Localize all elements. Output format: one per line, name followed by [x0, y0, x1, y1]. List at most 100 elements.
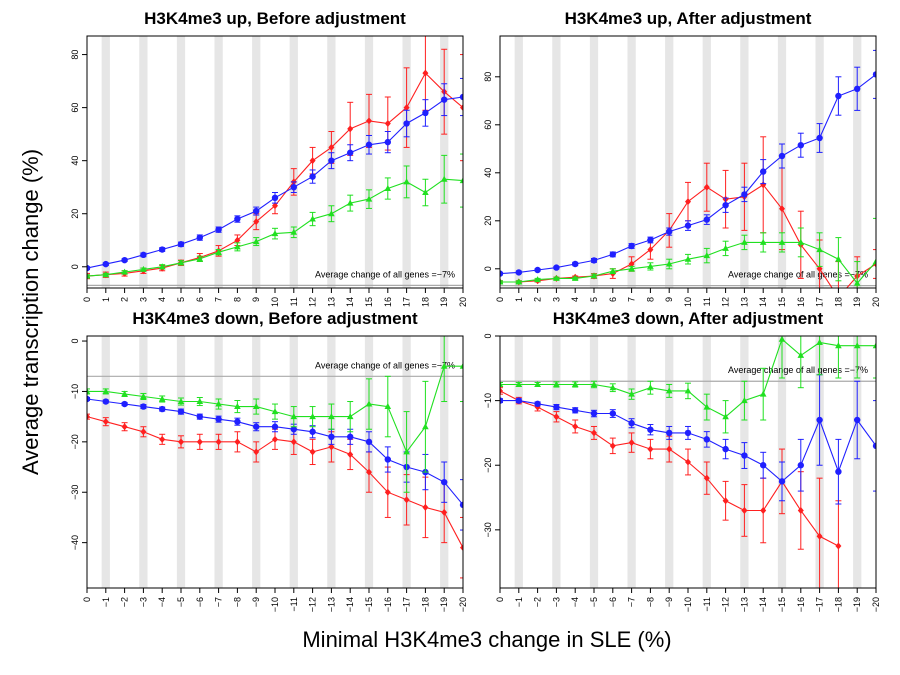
x-tick-label: −9 — [251, 597, 261, 607]
grid-band — [101, 336, 110, 588]
data-point — [234, 243, 241, 250]
x-tick-label: 5 — [589, 297, 599, 302]
data-point — [121, 256, 128, 264]
data-point — [365, 438, 373, 446]
y-tick-label: 0 — [70, 339, 80, 344]
plot-area — [500, 336, 876, 588]
x-tick-label: 3 — [138, 297, 148, 302]
data-point — [347, 125, 354, 133]
data-point — [647, 426, 654, 433]
data-point — [628, 420, 635, 427]
data-point — [403, 178, 410, 185]
x-tick-label: −10 — [270, 597, 280, 612]
x-tick-label: −18 — [833, 597, 843, 612]
x-tick-label: −5 — [176, 597, 186, 607]
data-point — [647, 445, 654, 453]
data-point — [290, 228, 298, 235]
data-point — [158, 263, 166, 270]
data-point — [665, 260, 673, 267]
data-point — [816, 246, 823, 253]
reference-annotation: Average change of all genes =−7% — [315, 269, 455, 279]
data-point — [271, 423, 279, 430]
x-tick-label: −19 — [852, 597, 862, 612]
data-point — [685, 198, 691, 206]
data-point — [647, 246, 654, 254]
data-point — [366, 117, 372, 125]
data-point — [196, 234, 203, 241]
x-tick-label: −7 — [214, 597, 224, 607]
data-point — [102, 260, 110, 268]
data-point — [290, 426, 297, 433]
data-point — [440, 362, 448, 369]
data-point — [87, 387, 91, 394]
x-tick-label: 20 — [871, 297, 881, 307]
x-tick-label: 17 — [815, 297, 825, 307]
data-point — [703, 183, 710, 191]
data-point — [722, 497, 729, 505]
data-point — [515, 380, 523, 387]
data-point — [797, 351, 805, 358]
data-point — [102, 398, 110, 405]
grid-band — [740, 36, 749, 288]
data-point — [853, 279, 861, 286]
x-tick-label: 1 — [514, 297, 524, 302]
grid-band — [139, 36, 148, 288]
x-tick-label: 14 — [345, 297, 355, 307]
data-point — [384, 456, 391, 463]
data-point — [140, 428, 147, 436]
data-point — [422, 503, 429, 511]
x-tick-label: −4 — [157, 597, 167, 607]
grid-band — [252, 36, 261, 288]
data-point — [215, 438, 222, 446]
data-point — [628, 390, 635, 397]
data-point — [403, 104, 410, 112]
data-point — [441, 478, 448, 486]
data-point — [500, 278, 504, 285]
x-tick-label: 0 — [82, 597, 92, 602]
data-point — [441, 508, 448, 516]
x-tick-label: 16 — [383, 297, 393, 307]
data-point — [534, 276, 541, 283]
data-point — [500, 270, 504, 277]
data-point — [778, 238, 786, 245]
data-point — [384, 488, 391, 496]
x-axis-title: Minimal H3K4me3 change in SLE (%) — [302, 627, 671, 652]
data-point — [215, 248, 222, 255]
y-tick-label: 60 — [483, 120, 493, 130]
data-point — [741, 238, 748, 245]
data-point — [272, 435, 278, 443]
data-point — [534, 400, 541, 408]
data-point — [534, 380, 541, 387]
data-point — [609, 442, 616, 450]
data-point — [816, 416, 823, 424]
data-point — [703, 403, 711, 410]
x-tick-label: 0 — [82, 297, 92, 302]
y-tick-label: 20 — [70, 209, 80, 219]
x-tick-label: 11 — [702, 297, 712, 306]
grid-band — [176, 36, 186, 288]
x-tick-label: −11 — [702, 597, 712, 612]
x-tick-label: −15 — [364, 597, 374, 612]
grid-band — [815, 36, 824, 288]
x-tick-label: −11 — [289, 597, 299, 612]
data-point — [741, 452, 748, 459]
data-point — [835, 92, 842, 100]
grid-band — [853, 36, 862, 288]
grid-band — [176, 336, 186, 588]
data-point — [684, 255, 692, 262]
data-point — [628, 265, 635, 272]
x-tick-label: 11 — [289, 297, 299, 306]
data-point — [778, 336, 786, 342]
x-tick-label: 12 — [721, 297, 731, 307]
x-tick-label: 9 — [664, 297, 674, 302]
data-point — [665, 387, 673, 394]
data-point — [309, 157, 316, 165]
data-point — [571, 274, 579, 281]
data-point — [797, 506, 804, 514]
data-point — [271, 230, 279, 237]
x-tick-label: 0 — [495, 597, 505, 602]
x-tick-label: −6 — [608, 597, 618, 607]
data-point — [87, 413, 90, 421]
data-point — [215, 415, 222, 423]
series-green — [87, 336, 463, 493]
